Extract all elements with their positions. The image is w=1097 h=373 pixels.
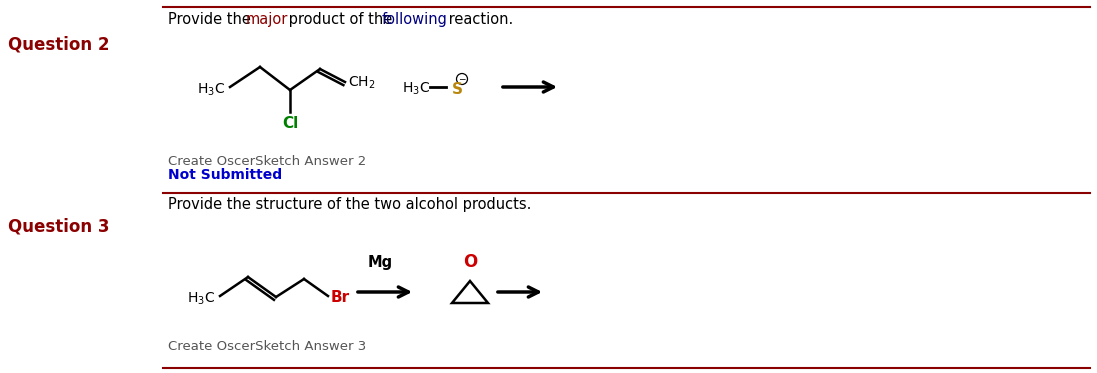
Text: S: S — [452, 81, 463, 97]
Text: −: − — [459, 75, 466, 84]
Text: Not Submitted: Not Submitted — [168, 168, 282, 182]
Text: Question 2: Question 2 — [8, 35, 110, 53]
Text: Br: Br — [331, 289, 350, 304]
Text: H$_3$C: H$_3$C — [196, 82, 225, 98]
Text: following: following — [382, 12, 448, 27]
Text: H$_3$C: H$_3$C — [186, 291, 215, 307]
Text: major: major — [246, 12, 289, 27]
Text: Create OscerSketch Answer 2: Create OscerSketch Answer 2 — [168, 155, 366, 168]
Text: O: O — [463, 253, 477, 271]
Text: H$_3$C: H$_3$C — [402, 81, 430, 97]
Text: reaction.: reaction. — [444, 12, 513, 27]
Text: Mg: Mg — [367, 255, 393, 270]
Text: Create OscerSketch Answer 3: Create OscerSketch Answer 3 — [168, 340, 366, 353]
Text: product of the: product of the — [284, 12, 397, 27]
Text: Provide the: Provide the — [168, 12, 256, 27]
Text: Provide the structure of the two alcohol products.: Provide the structure of the two alcohol… — [168, 197, 531, 212]
Text: Question 3: Question 3 — [8, 218, 110, 236]
Text: Cl: Cl — [282, 116, 298, 131]
Text: CH$_2$: CH$_2$ — [348, 75, 375, 91]
